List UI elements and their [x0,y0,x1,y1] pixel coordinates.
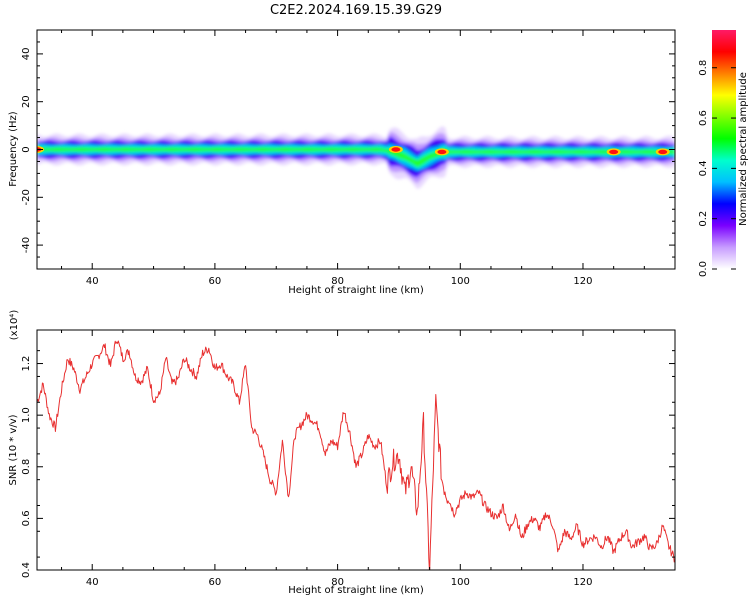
spectrogram-band-layer [37,147,675,168]
y-tick-label: 1.2 [21,356,32,372]
y-tick-label: 1.0 [21,407,32,423]
spectrogram-xlabel: Height of straight line (km) [288,285,424,296]
y-tick-label: -40 [21,237,32,253]
y-tick-label: 0 [21,146,32,152]
spectrogram-peak [658,149,668,155]
colorbar-tick-label: 0.0 [698,261,709,277]
y-tick-label: 0.8 [21,459,32,475]
colorbar-tick-label: 0.4 [698,160,709,176]
colorbar-axes: 0.0 0.2 0.4 0.6 0.8 [698,60,736,277]
spectrogram-peak [437,149,447,155]
snr-panel: 40 60 80 100 120 0.4 0.6 0.8 1.0 1.2 Height of st… [8,310,676,596]
colorbar: 0.0 0.2 0.4 0.6 0.8 Normalized spectral ampl… [698,30,749,277]
y-tick-label: 20 [21,95,32,108]
x-tick-label: 60 [209,276,222,287]
y-tick-label: 0.4 [21,562,32,578]
spectrogram-peak [609,149,619,155]
x-tick-label: 80 [331,577,344,588]
spectrogram-peak [391,147,401,152]
colorbar-tick-label: 0.2 [698,211,709,227]
snr-line [37,340,675,570]
spectrogram-axes: 40 60 80 100 120 40 20 0 -20 -40 [21,29,676,287]
x-tick-label: 100 [451,276,470,287]
x-tick-label: 120 [573,276,592,287]
x-tick-label: 100 [451,577,470,588]
x-tick-label: 120 [573,577,592,588]
colorbar-tick-label: 0.8 [698,60,709,76]
colorbar-label: Normalized spectral amplitude [738,72,749,226]
colorbar-tick-label: 0.6 [698,110,709,126]
spectrogram-panel: 40 60 80 100 120 40 20 0 -20 -40 Height of straig… [8,29,676,296]
x-tick-label: 60 [209,577,222,588]
x-tick-label: 40 [86,276,99,287]
snr-axes: 40 60 80 100 120 0.4 0.6 0.8 1.0 1.2 [21,330,676,588]
x-tick-label: 40 [86,577,99,588]
y-tick-label: 40 [21,48,32,61]
snr-ylabel: SNR (10 * v/v) [8,414,19,485]
snr-frame [36,329,676,571]
y-tick-label: 0.6 [21,510,32,526]
spectrogram-band [37,126,675,190]
y-tick-label: -20 [21,189,32,205]
colorbar-gradient [712,30,736,269]
x-tick-label: 80 [331,276,344,287]
figure-title: C2E2.2024.169.15.39.G29 [270,3,442,18]
spectrogram-heatmap [37,126,675,190]
snr-line-area [37,340,675,570]
spectrogram-ylabel: Frequency (Hz) [8,111,19,187]
snr-multiplier: (x10⁴) [9,310,20,341]
snr-xlabel: Height of straight line (km) [288,585,424,596]
